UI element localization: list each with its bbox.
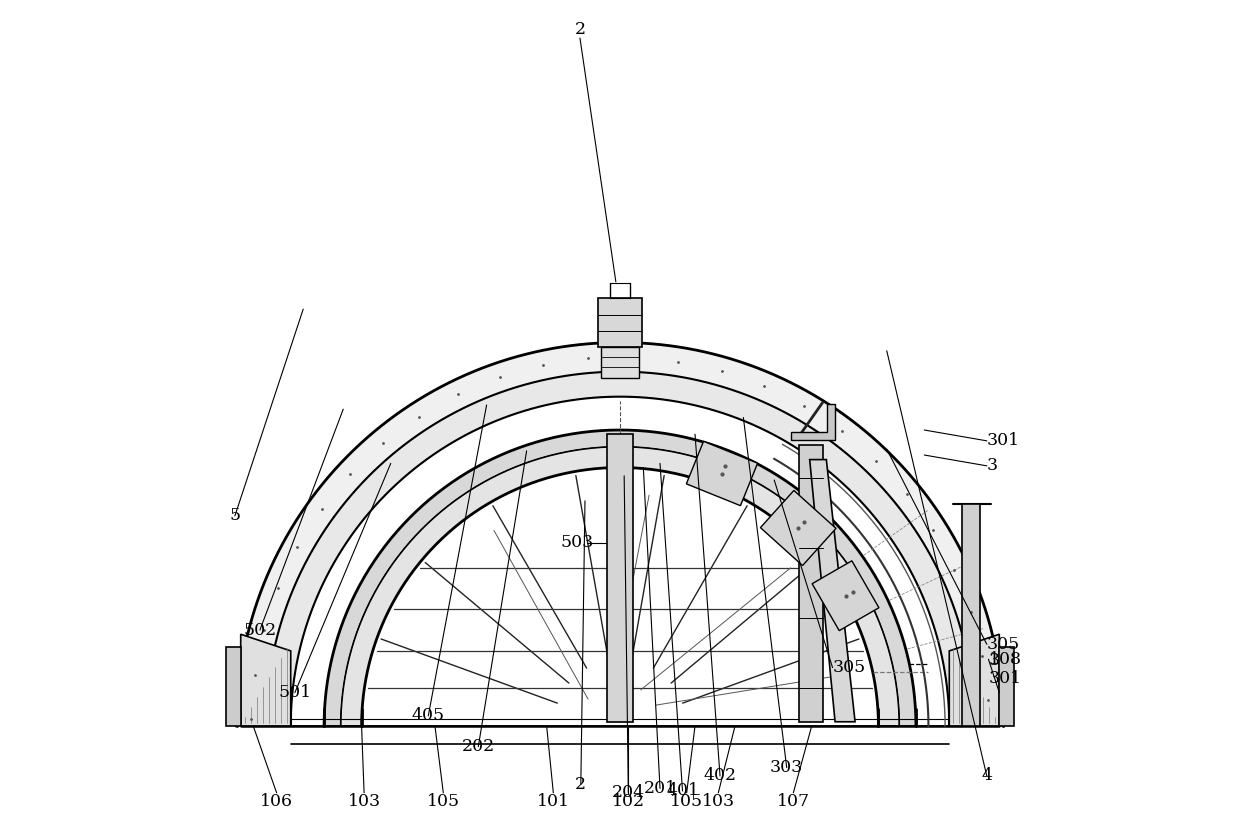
Text: 2: 2	[575, 776, 587, 792]
Text: 501: 501	[278, 684, 311, 701]
Text: 108: 108	[988, 650, 1022, 668]
Polygon shape	[760, 490, 836, 565]
Text: 204: 204	[611, 784, 645, 801]
Text: 305: 305	[832, 659, 866, 676]
Text: 105: 105	[670, 792, 703, 810]
Text: 3: 3	[988, 652, 999, 669]
Text: 401: 401	[666, 782, 699, 799]
Polygon shape	[812, 561, 879, 630]
Polygon shape	[950, 635, 999, 726]
Polygon shape	[687, 442, 758, 506]
Polygon shape	[999, 647, 1014, 726]
Polygon shape	[800, 445, 822, 721]
Text: 101: 101	[537, 792, 570, 810]
Polygon shape	[962, 504, 980, 726]
Text: 5: 5	[229, 508, 241, 524]
Polygon shape	[237, 342, 1003, 726]
Text: 102: 102	[611, 792, 645, 810]
Text: 103: 103	[702, 792, 735, 810]
Text: 103: 103	[347, 792, 381, 810]
Polygon shape	[226, 647, 241, 726]
Text: 503: 503	[560, 534, 593, 551]
Text: 402: 402	[703, 767, 737, 784]
Text: 202: 202	[461, 738, 495, 756]
Polygon shape	[241, 635, 290, 726]
Text: 105: 105	[427, 792, 460, 810]
Polygon shape	[608, 434, 632, 721]
Polygon shape	[324, 430, 916, 726]
Text: 502: 502	[243, 621, 277, 639]
Text: 201: 201	[644, 780, 677, 797]
Text: 4: 4	[981, 767, 992, 784]
Polygon shape	[810, 459, 856, 721]
Text: 305: 305	[987, 635, 1021, 653]
Polygon shape	[601, 347, 639, 378]
Text: 106: 106	[260, 792, 293, 810]
Text: 3: 3	[987, 458, 998, 474]
Polygon shape	[341, 447, 899, 726]
Text: 303: 303	[770, 759, 804, 776]
Polygon shape	[791, 404, 835, 440]
Polygon shape	[599, 298, 641, 347]
Text: 107: 107	[776, 792, 810, 810]
Text: 301: 301	[988, 671, 1022, 687]
Text: 2: 2	[574, 21, 585, 38]
Text: 301: 301	[987, 433, 1021, 449]
Text: 405: 405	[412, 707, 445, 725]
Polygon shape	[265, 372, 975, 726]
